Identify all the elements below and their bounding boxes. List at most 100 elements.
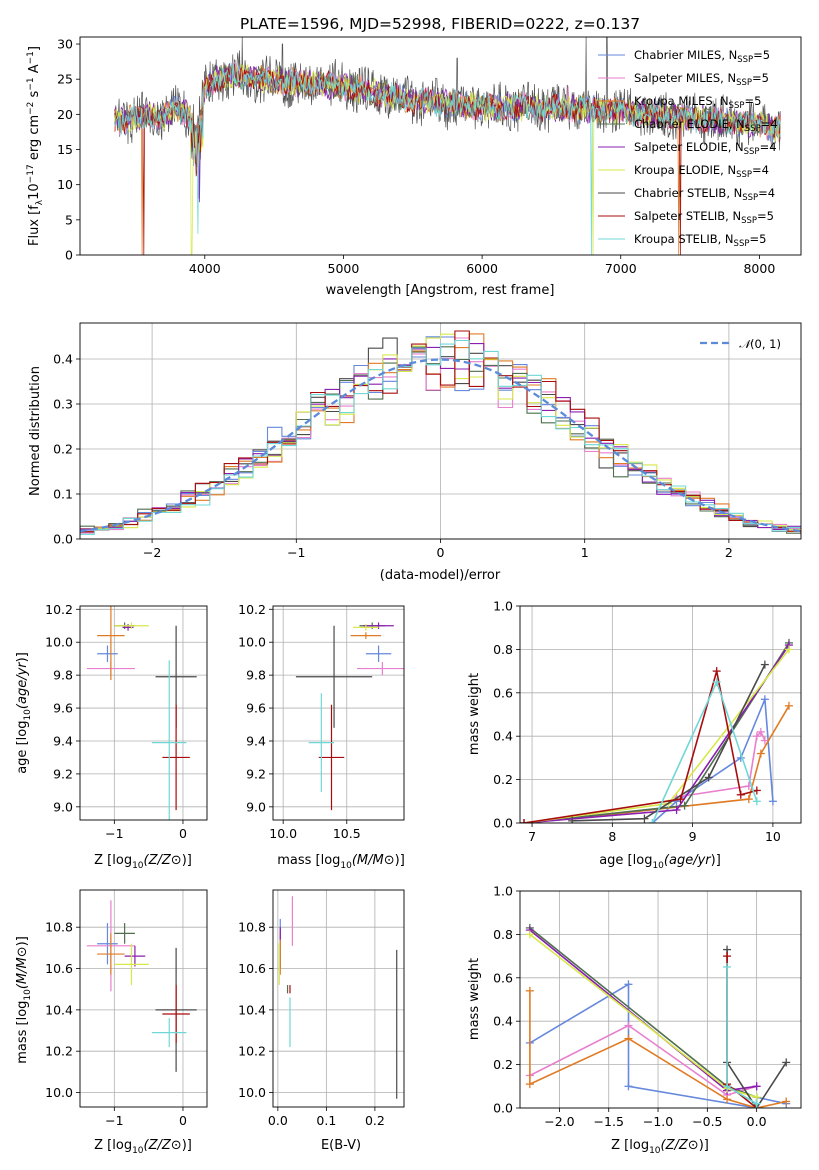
y-tick-label: 0.4 [493, 729, 513, 744]
x-tick-label: 0.0 [747, 1114, 767, 1129]
legend-subscript: SSP [736, 170, 752, 180]
legend-text: (0, 1) [750, 337, 781, 351]
y-tick-label: 10.4 [45, 1002, 73, 1017]
y-tick-label: 9.8 [53, 668, 73, 683]
legend-entry-label: 𝒩(0, 1) [739, 337, 781, 351]
x-tick-label: 0.0 [268, 1113, 288, 1128]
label-subscript: 10 [23, 709, 33, 721]
mass-vs-metallicity-panel: −1 010.010.210.410.610.8Z [log10(Z/Z⊙)]ma… [15, 889, 208, 1156]
y-tick-label: 0.2 [493, 772, 513, 787]
y-tick-label: 10.2 [45, 602, 73, 617]
legend-subscript: SSP [729, 101, 745, 111]
y-axis-label: age [log10(age/yr)] [15, 652, 33, 774]
plot-area [278, 896, 398, 1099]
legend-subscript: SSP [745, 124, 761, 134]
y-label-part: erg cm [27, 115, 42, 164]
plot-area [525, 923, 791, 1108]
y-tick-label: 0.0 [493, 1101, 513, 1116]
legend-text: =4 [758, 186, 775, 200]
axes-frame [79, 36, 802, 256]
y-label-part: −2 [26, 102, 36, 115]
y-label-part: s [27, 90, 42, 101]
y-tick-label: 10.0 [238, 1085, 266, 1100]
y-axis-label: mass weight [467, 958, 482, 1040]
legend-text: =5 [757, 209, 774, 223]
label-part: ⊙)] [15, 936, 30, 957]
x-tick-label: −1 [105, 826, 123, 841]
x-tick-label: 6000 [466, 261, 498, 276]
residual-histogram-panel: −2 −1 0 1 2 0.0 0.1 0.2 0.3 0.4 (data-model)/error… [28, 322, 802, 583]
label-italic: (age/yr [664, 853, 712, 868]
y-tick-label: 10.0 [45, 1085, 73, 1100]
x-axis-label: (data-model)/error [380, 568, 501, 583]
weight-vs-metallicity-panel: −2.0 −1.5 −1.0 −0.5 0.0 0.0 0.2 0.4 0.6 0.8 1.0 Z [… [467, 884, 802, 1156]
y-axis-label: mass [log10(M/M⊙)] [15, 936, 33, 1064]
x-tick-label: 0.2 [365, 1113, 385, 1128]
x-tick-label: 8 [608, 829, 616, 844]
figure-title: PLATE=1596, MJD=52998, FIBERID=0222, z=0… [240, 15, 640, 33]
x-tick-label: 0 [179, 1113, 187, 1128]
legend-entry-label: Kroupa ELODIE, NSSP=4 [634, 163, 769, 180]
plot-area [520, 638, 793, 823]
legend-text: =4 [761, 117, 778, 131]
y-label-part: −1 [26, 51, 36, 64]
legend-text: =4 [752, 163, 769, 177]
y-tick-label: 1.0 [493, 599, 513, 614]
axes-frame [519, 890, 802, 1109]
legend-subscript: SSP [744, 147, 760, 157]
x-tick-label: 2 [725, 545, 733, 560]
label-part: mass [log [15, 1001, 30, 1064]
axes-frame [79, 889, 208, 1108]
label-part: age [log [599, 853, 652, 868]
legend-subscript: SSP [736, 78, 752, 88]
label-part: ⊙)] [384, 853, 405, 868]
x-tick-label: −0.5 [692, 1114, 722, 1129]
y-tick-label: 10.2 [238, 1044, 266, 1059]
y-tick-label: 10 [57, 177, 73, 192]
legend-entry-label: Kroupa MILES, NSSP=5 [634, 94, 761, 111]
axes-frame [272, 889, 405, 1108]
y-tick-label: 10.2 [45, 1044, 73, 1059]
x-tick-label: 10 [765, 829, 781, 844]
x-tick-label: 9 [689, 829, 697, 844]
legend-subscript: SSP [741, 216, 757, 226]
label-subscript: 10 [132, 861, 144, 871]
y-tick-label: 20 [57, 107, 73, 122]
y-tick-label: 15 [57, 142, 73, 157]
y-axis-label: Normed distribution [28, 366, 43, 496]
label-part: )] [15, 652, 30, 662]
legend-text: Chabrier STELIB, N [634, 186, 742, 200]
y-tick-label: 0.0 [493, 816, 513, 831]
legend-text: Kroupa STELIB, N [634, 232, 734, 246]
axes-frame [519, 605, 802, 824]
legend-entry-label: Salpeter STELIB, NSSP=5 [634, 209, 774, 226]
legend-entry-label: Chabrier STELIB, NSSP=4 [634, 186, 775, 203]
legend-text: =5 [752, 71, 769, 85]
y-axis-label: Flux [fλ10−17 erg cm−2 s−1 A−1] [26, 46, 45, 246]
age-vs-mass-panel: 10.0 10.5 9.0 9.2 9.4 9.6 9.8 10.0 10.2 mass [log… [238, 602, 405, 871]
x-tick-label: 7000 [605, 261, 637, 276]
x-tick-label: −1 [105, 1113, 123, 1128]
plot-area [295, 622, 404, 811]
label-part: Z [log [611, 1138, 649, 1153]
legend-text: Chabrier MILES, N [634, 48, 737, 62]
axes-frame [272, 605, 405, 821]
weight-line [529, 933, 757, 1098]
y-tick-label: 0 [65, 248, 73, 263]
legend-entry-label: Kroupa STELIB, NSSP=5 [634, 232, 766, 249]
x-axis-label: age [log10(age/yr)] [599, 853, 721, 871]
y-tick-label: 9.4 [53, 733, 73, 748]
x-tick-label: −1.0 [643, 1114, 673, 1129]
y-tick-label: 10.0 [45, 635, 73, 650]
label-part: ⊙)] [688, 1138, 709, 1153]
label-italic: (Z/Z [144, 1138, 172, 1153]
x-axis-label: E(B-V) [321, 1138, 361, 1153]
y-tick-label: 0.4 [53, 352, 73, 367]
y-label-part: Flux [f [27, 205, 42, 246]
plot-area [86, 900, 197, 1072]
y-tick-label: 0.4 [493, 1014, 513, 1029]
y-tick-label: 10.8 [238, 920, 266, 935]
y-tick-label: 10.8 [45, 920, 73, 935]
gaussian-curve [80, 358, 801, 533]
y-tick-label: 0.3 [53, 397, 73, 412]
